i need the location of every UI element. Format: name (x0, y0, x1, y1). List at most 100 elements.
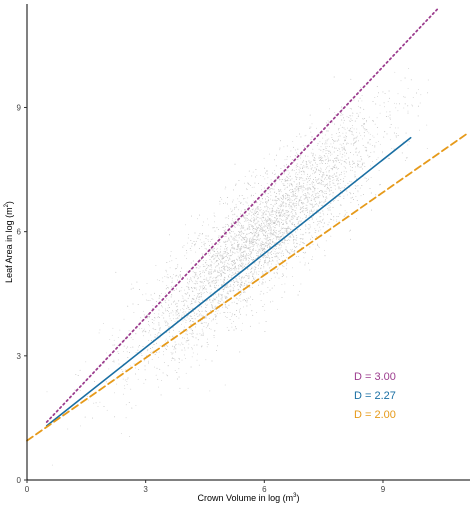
scatter-point (296, 200, 297, 202)
scatter-point (272, 222, 274, 224)
scatter-point (224, 231, 226, 233)
scatter-point (357, 100, 359, 102)
scatter-point (200, 276, 202, 278)
scatter-point (144, 330, 146, 332)
scatter-point (163, 354, 165, 356)
scatter-point (172, 336, 174, 338)
scatter-point (245, 280, 247, 282)
scatter-point (335, 185, 337, 187)
scatter-point (230, 255, 232, 257)
scatter-point (175, 275, 177, 277)
scatter-point (248, 228, 250, 230)
scatter-point (388, 97, 390, 99)
scatter-point (171, 294, 172, 295)
scatter-point (262, 271, 264, 272)
scatter-point (309, 188, 311, 190)
scatter-point (354, 184, 356, 186)
scatter-point (269, 227, 271, 229)
scatter-point (411, 104, 413, 106)
scatter-point (157, 316, 159, 317)
scatter-point (312, 243, 314, 245)
scatter-point (266, 188, 268, 190)
scatter-point (132, 338, 134, 340)
scatter-point (294, 198, 295, 200)
scatter-point (223, 268, 225, 270)
scatter-point (240, 285, 241, 287)
scatter-point (338, 188, 340, 190)
scatter-point (332, 179, 334, 181)
scatter-point (302, 177, 304, 179)
scatter-point (191, 332, 193, 334)
scatter-point (278, 190, 280, 192)
scatter-point (305, 134, 307, 136)
scatter-point (163, 350, 165, 352)
scatter-point (231, 244, 233, 246)
scatter-point (241, 252, 243, 254)
scatter-point (160, 333, 161, 335)
scatter-point (267, 287, 269, 288)
scatter-point (257, 246, 258, 248)
scatter-point (265, 271, 267, 273)
scatter-point (348, 161, 350, 163)
scatter-point (165, 269, 167, 271)
scatter-point (127, 377, 129, 379)
scatter-point (198, 296, 200, 298)
scatter-point (303, 173, 305, 175)
scatter-point (330, 143, 332, 145)
scatter-point (266, 203, 268, 205)
scatter-point (218, 302, 220, 304)
scatter-point (266, 233, 268, 235)
scatter-point (234, 233, 236, 235)
scatter-point (345, 159, 347, 161)
scatter-point (179, 344, 181, 346)
scatter-point (125, 404, 127, 406)
scatter-point (194, 245, 196, 247)
scatter-point (238, 317, 240, 319)
scatter-point (216, 296, 218, 298)
scatter-point (378, 92, 379, 94)
scatter-point (326, 178, 328, 180)
scatter-point (329, 190, 331, 192)
scatter-point (259, 261, 261, 263)
scatter-point (354, 142, 355, 144)
scatter-point (316, 209, 318, 211)
scatter-point (280, 208, 281, 210)
scatter-point (191, 307, 193, 309)
scatter-point (186, 331, 188, 333)
scatter-point (273, 243, 275, 245)
scatter-point (152, 327, 154, 329)
scatter-point (258, 270, 260, 272)
scatter-point (267, 200, 269, 202)
scatter-point (190, 279, 192, 281)
scatter-point (234, 272, 236, 273)
scatter-point (261, 219, 263, 221)
scatter-point (253, 210, 255, 212)
scatter-point (223, 303, 225, 305)
scatter-point (167, 273, 169, 275)
scatter-point (246, 188, 247, 190)
scatter-point (355, 196, 357, 198)
scatter-point (240, 264, 242, 266)
scatter-point (348, 230, 350, 232)
scatter-point (281, 226, 283, 228)
scatter-point (287, 210, 289, 212)
scatter-point (317, 221, 319, 223)
scatter-point (251, 186, 253, 188)
scatter-point (233, 301, 235, 303)
scatter-point (246, 214, 248, 216)
scatter-point (213, 276, 215, 278)
scatter-point (332, 176, 333, 178)
scatter-point (243, 216, 245, 218)
scatter-point (243, 245, 245, 247)
scatter-point (292, 276, 294, 278)
scatter-point (226, 197, 228, 198)
scatter-point (308, 201, 310, 203)
scatter-point (205, 235, 207, 237)
scatter-point (267, 272, 269, 273)
scatter-point (223, 268, 224, 270)
scatter-point (275, 220, 277, 222)
scatter-point (217, 252, 219, 254)
scatter-point (344, 155, 346, 157)
scatter-point (158, 313, 160, 315)
scatter-point (241, 227, 243, 229)
